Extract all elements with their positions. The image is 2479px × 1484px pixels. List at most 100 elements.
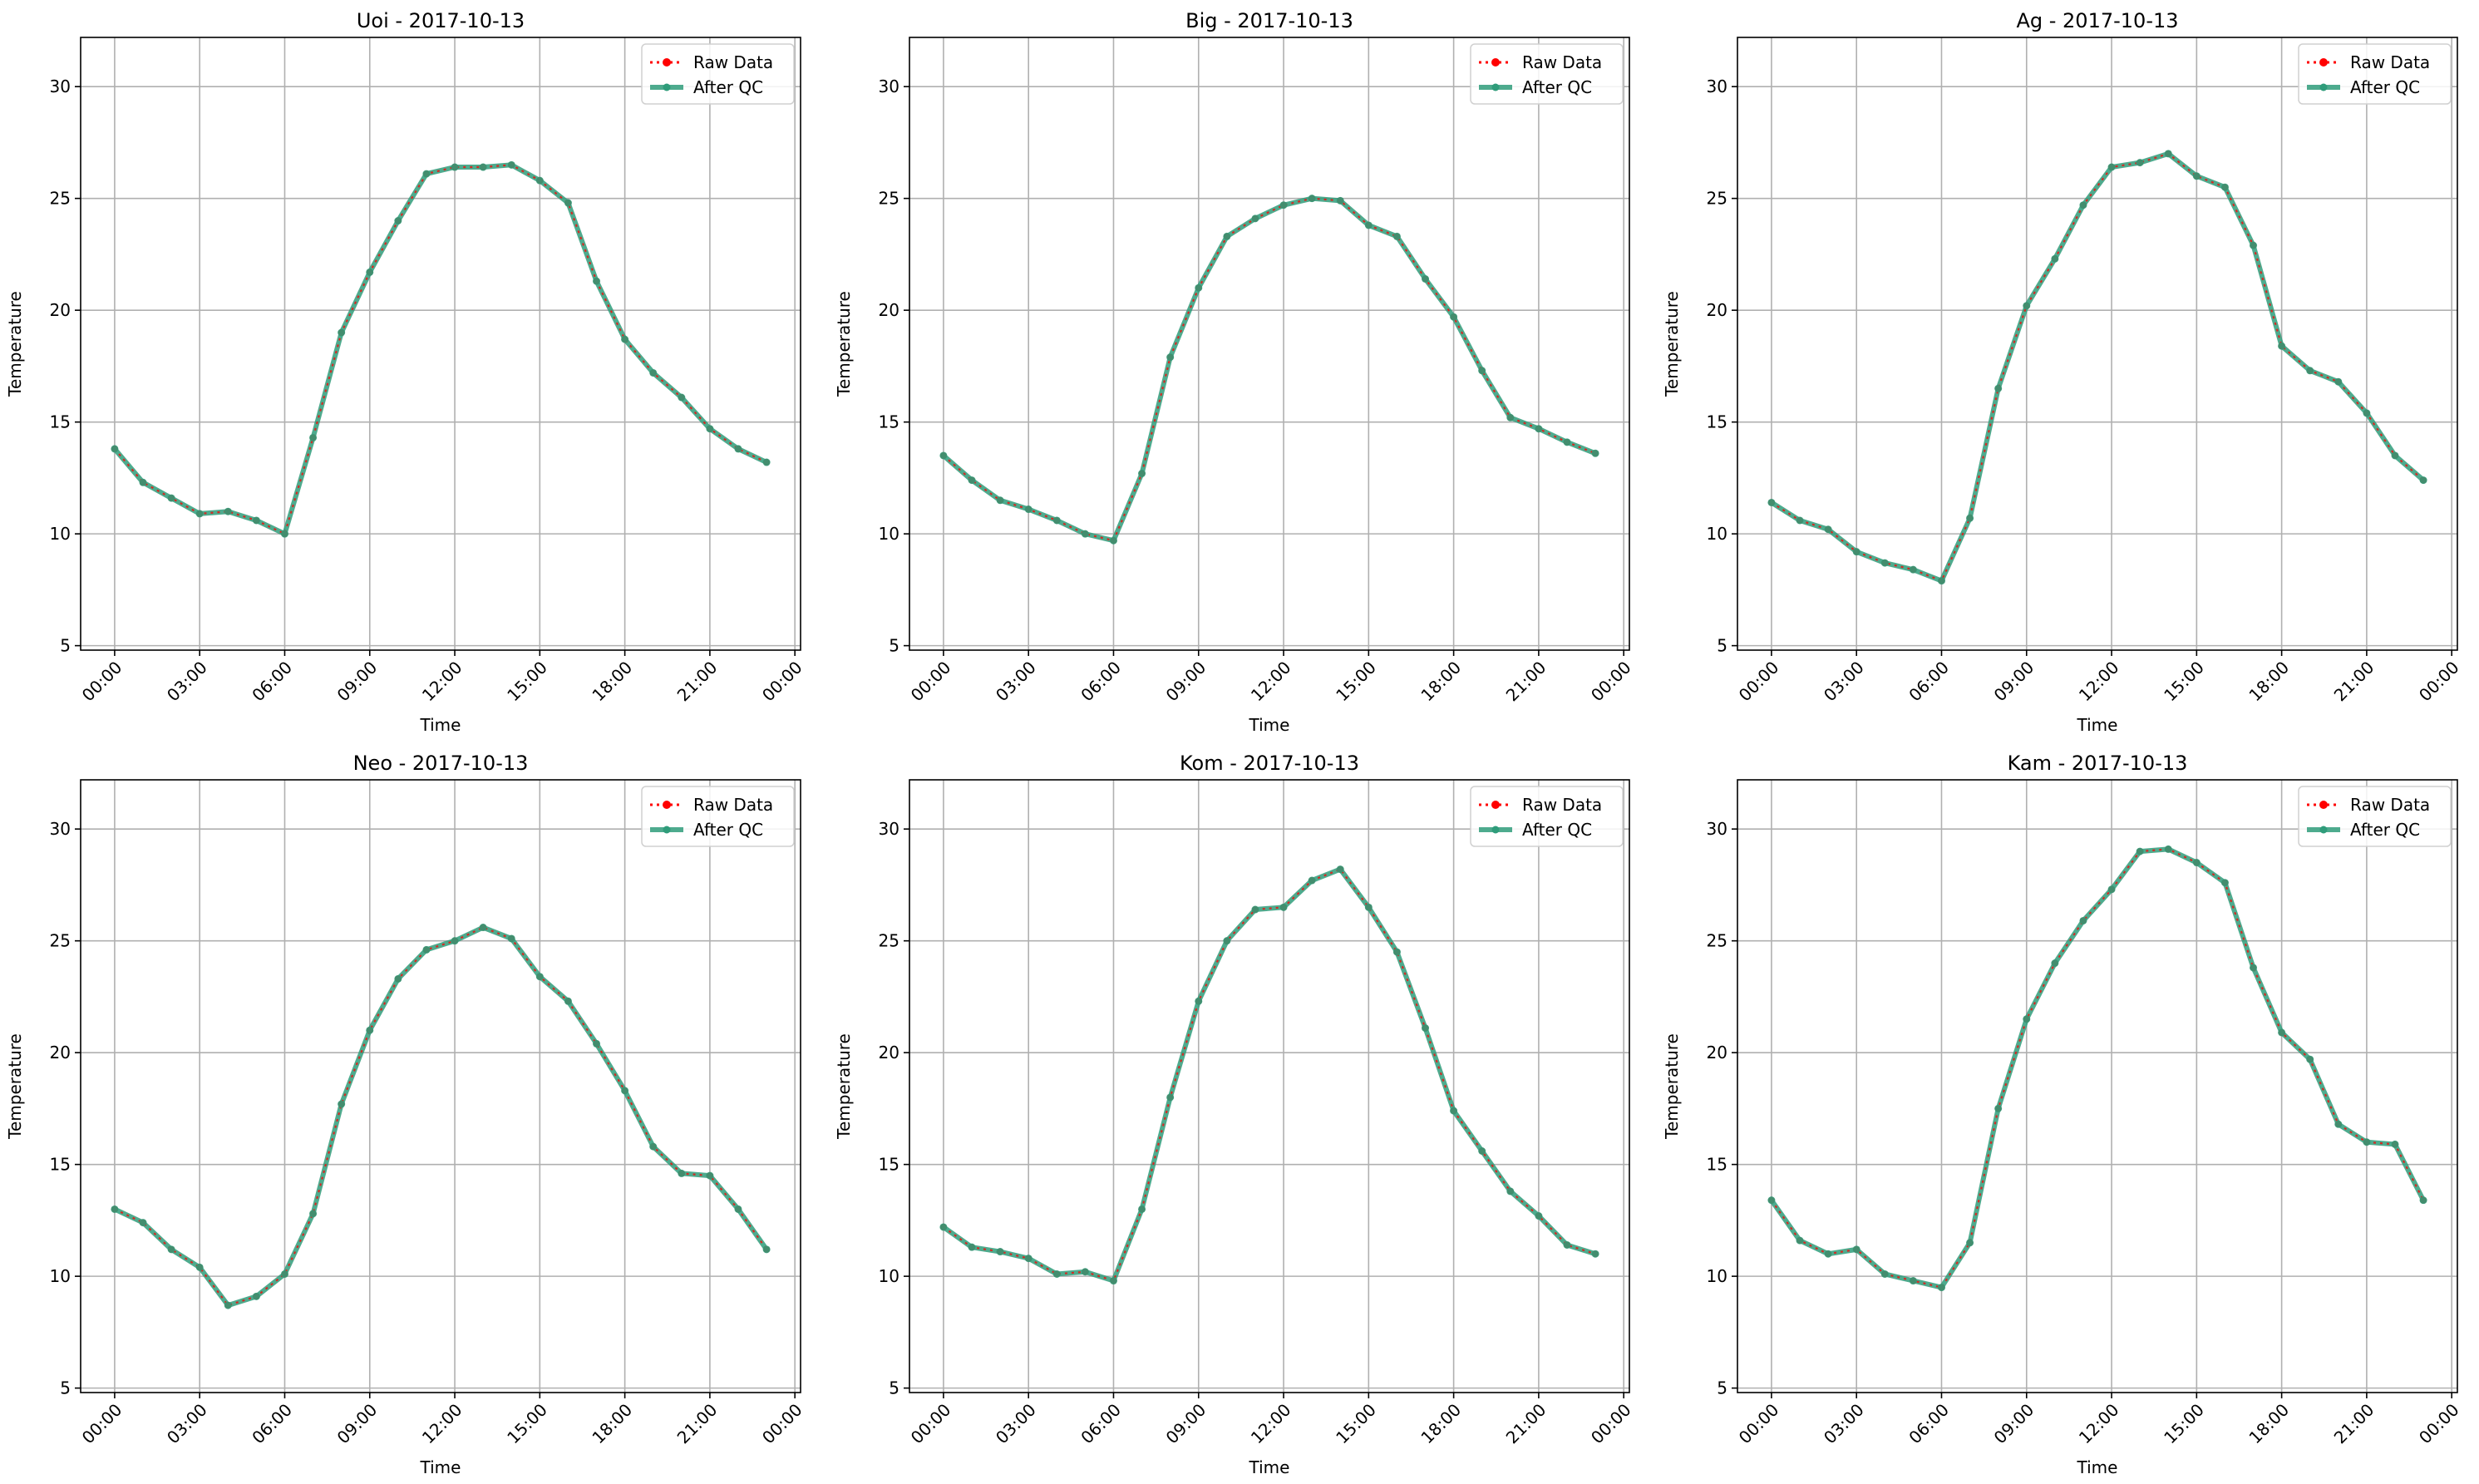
x-tick-label: 00:00 [1735,658,1783,706]
y-tick-label: 5 [889,636,899,656]
data-point-after-qc [1052,516,1061,525]
y-tick-label: 30 [879,819,899,839]
data-point-after-qc [1364,221,1373,229]
data-point-after-qc [678,1169,686,1177]
data-point-after-qc [1109,536,1117,545]
x-tick-label: 09:00 [1162,658,1210,706]
x-tick-label: 21:00 [1502,1400,1550,1448]
series-line-after-qc [1770,150,2426,584]
series-line-after-qc [942,866,1596,1284]
y-tick-label: 30 [50,819,71,839]
x-tick-label: 03:00 [992,658,1040,706]
series-line-raw-data [1771,152,2424,583]
data-point-after-qc [1994,384,2003,392]
x-tick-label: 12:00 [418,1400,466,1448]
legend-label-raw-data: Raw Data [1522,795,1602,815]
data-point-after-qc [1852,548,1860,556]
data-point-after-qc [1166,1093,1175,1102]
legend-label-after-qc: After QC [2350,820,2420,840]
y-tick-label: 30 [879,76,899,96]
y-tick-label: 20 [50,1043,71,1062]
data-point-after-qc [649,1142,658,1151]
data-point-after-qc [1223,232,1231,240]
x-tick-label: 00:00 [1587,1400,1635,1448]
legend: Raw Data After QC [641,786,795,847]
legend-label-raw-data: Raw Data [693,52,773,72]
data-point-after-qc [111,445,119,453]
x-tick-label: 00:00 [907,1400,955,1448]
x-tick-label: 09:00 [333,658,382,706]
data-point-after-qc [252,1292,260,1300]
x-tick-label: 21:00 [2330,1400,2378,1448]
data-point-after-qc [1251,905,1259,914]
data-point-after-qc [1796,1236,1804,1245]
legend-label-after-qc: After QC [693,820,763,840]
y-tick-label: 30 [1707,819,1727,839]
subplot-4: 5 10 15 20 25 30 00:00 03:00 06:00 09:00 12:00 15:0… [5,752,806,1477]
data-point-after-qc [167,1245,175,1254]
data-point-after-qc [2051,254,2059,263]
data-point-after-qc [1535,1212,1543,1220]
legend-marker-after-qc [663,83,671,91]
data-point-after-qc [535,176,544,185]
data-point-after-qc [1081,530,1089,538]
legend-marker-after-qc [2319,83,2328,91]
data-point-after-qc [621,335,629,343]
legend: Raw Data After QC [2298,43,2452,105]
legend-marker-raw-data [1491,58,1500,67]
data-point-after-qc [309,1210,318,1218]
data-point-after-qc [2192,859,2201,867]
x-tick-label: 15:00 [2160,658,2208,706]
x-tick-label: 09:00 [333,1400,382,1448]
data-point-after-qc [649,368,658,377]
data-point-after-qc [678,393,686,402]
y-tick-label: 30 [50,76,71,96]
subplot-5: 5 10 15 20 25 30 00:00 03:00 06:00 09:00 12:00 15:0… [834,752,1635,1477]
data-point-after-qc [507,934,515,943]
axes-frame [80,37,801,651]
x-tick-label: 21:00 [673,1400,722,1448]
data-point-after-qc [1506,1187,1515,1196]
data-point-after-qc [394,217,402,225]
chart-title: Uoi - 2017-10-13 [357,9,525,32]
data-point-after-qc [1450,313,1458,321]
data-point-after-qc [2220,183,2229,191]
data-point-after-qc [1364,903,1373,911]
data-point-after-qc [224,1301,232,1309]
data-point-after-qc [195,510,204,518]
series-line-after-qc [941,195,1597,544]
chart-title: Kom - 2017-10-13 [1180,752,1359,775]
y-tick-label: 20 [50,300,71,320]
data-point-after-qc [2278,1028,2286,1037]
legend-marker-after-qc [663,826,671,834]
data-point-after-qc [451,937,459,945]
data-point-after-qc [1563,438,1571,446]
y-tick-label: 10 [879,1266,899,1286]
chart-title: Kam - 2017-10-13 [2008,752,2188,775]
subplot-1: 5 10 15 20 25 30 00:00 03:00 06:00 09:00 12:00 15:0… [5,9,806,735]
data-point-after-qc [1392,232,1401,240]
x-tick-label: 03:00 [163,658,211,706]
data-point-after-qc [2334,1120,2343,1128]
x-tick-label: 12:00 [2075,658,2123,706]
data-point-after-qc [734,1205,742,1213]
series-line-after-qc [113,924,769,1309]
data-point-after-qc [338,1100,346,1108]
series-line-raw-data [943,868,1596,1282]
x-tick-label: 03:00 [163,1400,211,1448]
data-point-after-qc [1052,1270,1061,1278]
data-point-after-qc [167,494,175,502]
series-line-raw-data [114,164,767,535]
data-point-after-qc [2136,159,2144,167]
data-point-after-qc [1966,1239,1974,1247]
x-tick-label: 21:00 [2330,658,2378,706]
axes-frame [80,779,801,1393]
axes-frame [1737,37,2458,651]
y-tick-label: 20 [1707,1043,1727,1062]
x-axis-label: Time [2077,1457,2118,1477]
data-point-after-qc [1824,525,1832,534]
x-tick-label: 12:00 [418,658,466,706]
data-point-after-qc [1880,559,1889,567]
